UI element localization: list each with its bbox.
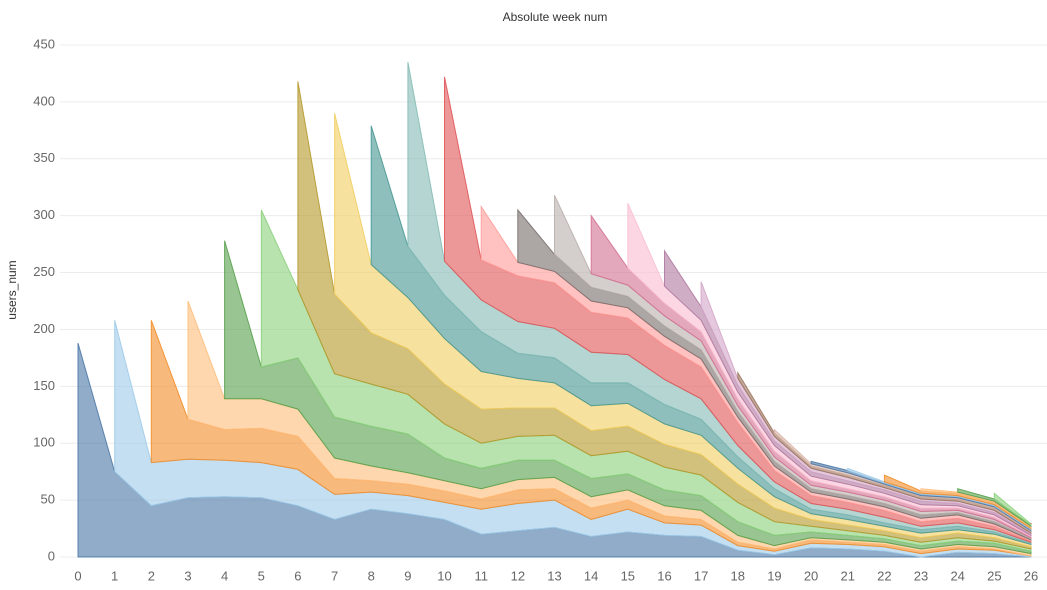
x-tick-label: 17	[694, 568, 708, 583]
y-tick-label: 50	[41, 492, 55, 507]
y-tick-label: 0	[48, 548, 55, 563]
y-tick-label: 350	[33, 150, 55, 165]
y-tick-label: 250	[33, 264, 55, 279]
y-tick-label: 450	[33, 36, 55, 51]
x-tick-label: 15	[621, 568, 635, 583]
x-tick-label: 14	[584, 568, 598, 583]
x-tick-label: 8	[368, 568, 375, 583]
x-tick-label: 9	[404, 568, 411, 583]
x-tick-label: 26	[1024, 568, 1038, 583]
x-tick-label: 13	[547, 568, 561, 583]
x-tick-label: 11	[474, 568, 488, 583]
x-tick-label: 2	[148, 568, 155, 583]
y-tick-label: 200	[33, 321, 55, 336]
x-tick-label: 4	[221, 568, 228, 583]
area	[993, 492, 1032, 527]
x-tick-label: 20	[804, 568, 818, 583]
x-tick-label: 23	[914, 568, 928, 583]
y-tick-label: 100	[33, 435, 55, 450]
y-tick-label: 300	[33, 207, 55, 222]
x-tick-label: 25	[987, 568, 1001, 583]
y-tick-label: 150	[33, 378, 55, 393]
y-tick-label: 400	[33, 93, 55, 108]
x-tick-label: 5	[258, 568, 265, 583]
x-tick-label: 0	[74, 568, 81, 583]
y-axis-title: users_num	[5, 260, 19, 319]
x-tick-label: 3	[184, 568, 191, 583]
x-tick-label: 7	[331, 568, 338, 583]
chart-title: Absolute week num	[503, 10, 608, 24]
x-tick-label: 12	[511, 568, 525, 583]
x-tick-label: 10	[437, 568, 451, 583]
x-tick-label: 21	[840, 568, 854, 583]
x-tick-label: 1	[111, 568, 118, 583]
x-tick-label: 19	[767, 568, 781, 583]
x-tick-label: 16	[657, 568, 671, 583]
x-tick-label: 6	[294, 568, 301, 583]
x-tick-label: 24	[950, 568, 964, 583]
x-tick-label: 18	[731, 568, 745, 583]
x-tick-label: 22	[877, 568, 891, 583]
